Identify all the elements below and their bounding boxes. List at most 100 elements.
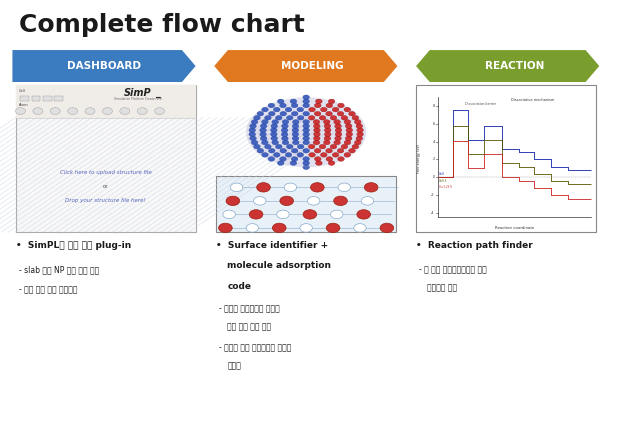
- Circle shape: [292, 120, 299, 124]
- Circle shape: [324, 128, 331, 132]
- Circle shape: [352, 115, 359, 120]
- Text: Atom: Atom: [19, 103, 28, 107]
- Circle shape: [249, 210, 263, 219]
- Circle shape: [314, 112, 321, 116]
- Circle shape: [344, 140, 351, 145]
- Circle shape: [345, 136, 352, 141]
- Circle shape: [326, 149, 332, 153]
- Bar: [54, 96, 63, 101]
- Circle shape: [335, 136, 342, 141]
- Circle shape: [356, 128, 363, 132]
- Circle shape: [261, 153, 268, 157]
- Circle shape: [324, 124, 331, 128]
- Text: U=1.23 V: U=1.23 V: [439, 185, 452, 189]
- Text: Dissociation barrier: Dissociation barrier: [465, 102, 496, 106]
- Circle shape: [219, 223, 232, 233]
- Circle shape: [252, 140, 258, 145]
- Circle shape: [85, 108, 95, 115]
- Circle shape: [329, 99, 335, 104]
- Circle shape: [226, 196, 240, 206]
- Circle shape: [303, 112, 309, 116]
- Circle shape: [310, 183, 324, 192]
- Circle shape: [314, 128, 320, 132]
- Circle shape: [313, 120, 320, 124]
- Circle shape: [292, 140, 299, 145]
- Circle shape: [335, 128, 342, 132]
- Circle shape: [285, 107, 292, 112]
- Text: 최소화: 최소화: [227, 361, 241, 370]
- Circle shape: [280, 112, 286, 116]
- Bar: [32, 96, 40, 101]
- Circle shape: [324, 120, 330, 124]
- Bar: [16, 85, 196, 118]
- Text: Free energy (eV): Free energy (eV): [417, 144, 421, 173]
- Circle shape: [320, 153, 327, 157]
- Circle shape: [260, 132, 266, 137]
- Circle shape: [137, 108, 147, 115]
- Circle shape: [348, 112, 355, 116]
- Circle shape: [309, 107, 315, 112]
- Circle shape: [330, 115, 337, 120]
- Circle shape: [338, 183, 350, 192]
- Text: - 중복성 구조 필터링으로 계산량: - 중복성 구조 필터링으로 계산량: [219, 343, 292, 352]
- Circle shape: [253, 144, 260, 149]
- Text: - slab 또는 NP 구조 자체 생성: - slab 또는 NP 구조 자체 생성: [19, 265, 99, 274]
- Circle shape: [303, 161, 309, 165]
- Circle shape: [344, 120, 351, 124]
- Circle shape: [341, 144, 348, 149]
- Circle shape: [355, 120, 361, 124]
- Circle shape: [303, 165, 309, 170]
- Circle shape: [265, 144, 271, 149]
- Text: •  Surface identifier +: • Surface identifier +: [216, 241, 329, 250]
- Polygon shape: [214, 50, 397, 82]
- Circle shape: [354, 224, 366, 232]
- Circle shape: [314, 149, 321, 153]
- Circle shape: [280, 196, 294, 206]
- Text: 2: 2: [432, 158, 435, 161]
- Circle shape: [249, 128, 256, 132]
- Circle shape: [308, 115, 315, 120]
- Circle shape: [291, 157, 298, 161]
- Circle shape: [334, 140, 340, 145]
- Circle shape: [338, 157, 344, 161]
- Circle shape: [268, 103, 274, 108]
- Circle shape: [315, 161, 322, 165]
- Text: 6: 6: [432, 122, 435, 126]
- Circle shape: [268, 157, 274, 161]
- Circle shape: [265, 115, 271, 120]
- Circle shape: [290, 99, 297, 104]
- Circle shape: [292, 136, 299, 141]
- Bar: [20, 96, 29, 101]
- Circle shape: [332, 153, 339, 157]
- Text: SimP: SimP: [124, 88, 152, 98]
- Circle shape: [297, 153, 304, 157]
- Circle shape: [268, 149, 275, 153]
- Circle shape: [250, 136, 256, 141]
- Text: Dissociative mechanism: Dissociative mechanism: [511, 98, 555, 102]
- Circle shape: [276, 144, 282, 149]
- Text: - 입력된 구조로부터 가능한: - 입력된 구조로부터 가능한: [219, 304, 280, 313]
- Circle shape: [271, 128, 277, 132]
- Text: Simulation Platform Creator 2.0: Simulation Platform Creator 2.0: [114, 97, 162, 101]
- Text: Drop your structure file here!: Drop your structure file here!: [65, 198, 146, 203]
- Circle shape: [329, 161, 335, 165]
- Polygon shape: [416, 50, 599, 82]
- FancyBboxPatch shape: [16, 85, 196, 232]
- Text: _: _: [156, 88, 161, 98]
- Circle shape: [326, 223, 340, 233]
- Text: Click here to upload structure file: Click here to upload structure file: [60, 170, 152, 175]
- Text: MODELING: MODELING: [281, 61, 344, 71]
- Circle shape: [257, 112, 264, 116]
- Circle shape: [278, 99, 284, 104]
- Text: Reaction coordinate: Reaction coordinate: [494, 226, 534, 230]
- Circle shape: [303, 99, 309, 104]
- Circle shape: [335, 124, 342, 128]
- Circle shape: [303, 128, 309, 132]
- Ellipse shape: [246, 97, 366, 167]
- Circle shape: [326, 112, 332, 116]
- Circle shape: [303, 140, 309, 145]
- Circle shape: [281, 136, 288, 141]
- Circle shape: [326, 157, 333, 161]
- Circle shape: [309, 153, 315, 157]
- Circle shape: [271, 124, 278, 128]
